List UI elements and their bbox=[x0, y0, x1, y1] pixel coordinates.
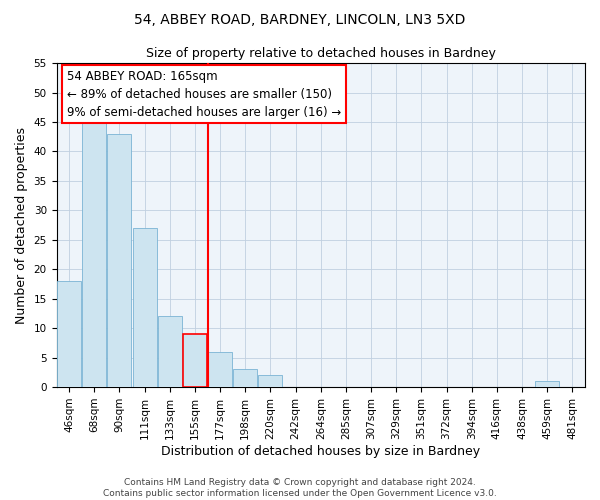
Bar bbox=[133, 228, 157, 387]
Bar bbox=[158, 316, 182, 387]
Bar bbox=[233, 370, 257, 387]
Bar bbox=[57, 281, 81, 387]
Text: 54 ABBEY ROAD: 165sqm
← 89% of detached houses are smaller (150)
9% of semi-deta: 54 ABBEY ROAD: 165sqm ← 89% of detached … bbox=[67, 70, 341, 118]
Y-axis label: Number of detached properties: Number of detached properties bbox=[15, 126, 28, 324]
Title: Size of property relative to detached houses in Bardney: Size of property relative to detached ho… bbox=[146, 48, 496, 60]
Bar bbox=[107, 134, 131, 387]
Bar bbox=[535, 381, 559, 387]
Text: Contains HM Land Registry data © Crown copyright and database right 2024.
Contai: Contains HM Land Registry data © Crown c… bbox=[103, 478, 497, 498]
Bar bbox=[208, 352, 232, 387]
X-axis label: Distribution of detached houses by size in Bardney: Distribution of detached houses by size … bbox=[161, 444, 481, 458]
Bar bbox=[259, 376, 283, 387]
Bar bbox=[82, 116, 106, 387]
Text: 54, ABBEY ROAD, BARDNEY, LINCOLN, LN3 5XD: 54, ABBEY ROAD, BARDNEY, LINCOLN, LN3 5X… bbox=[134, 12, 466, 26]
Bar bbox=[183, 334, 207, 387]
